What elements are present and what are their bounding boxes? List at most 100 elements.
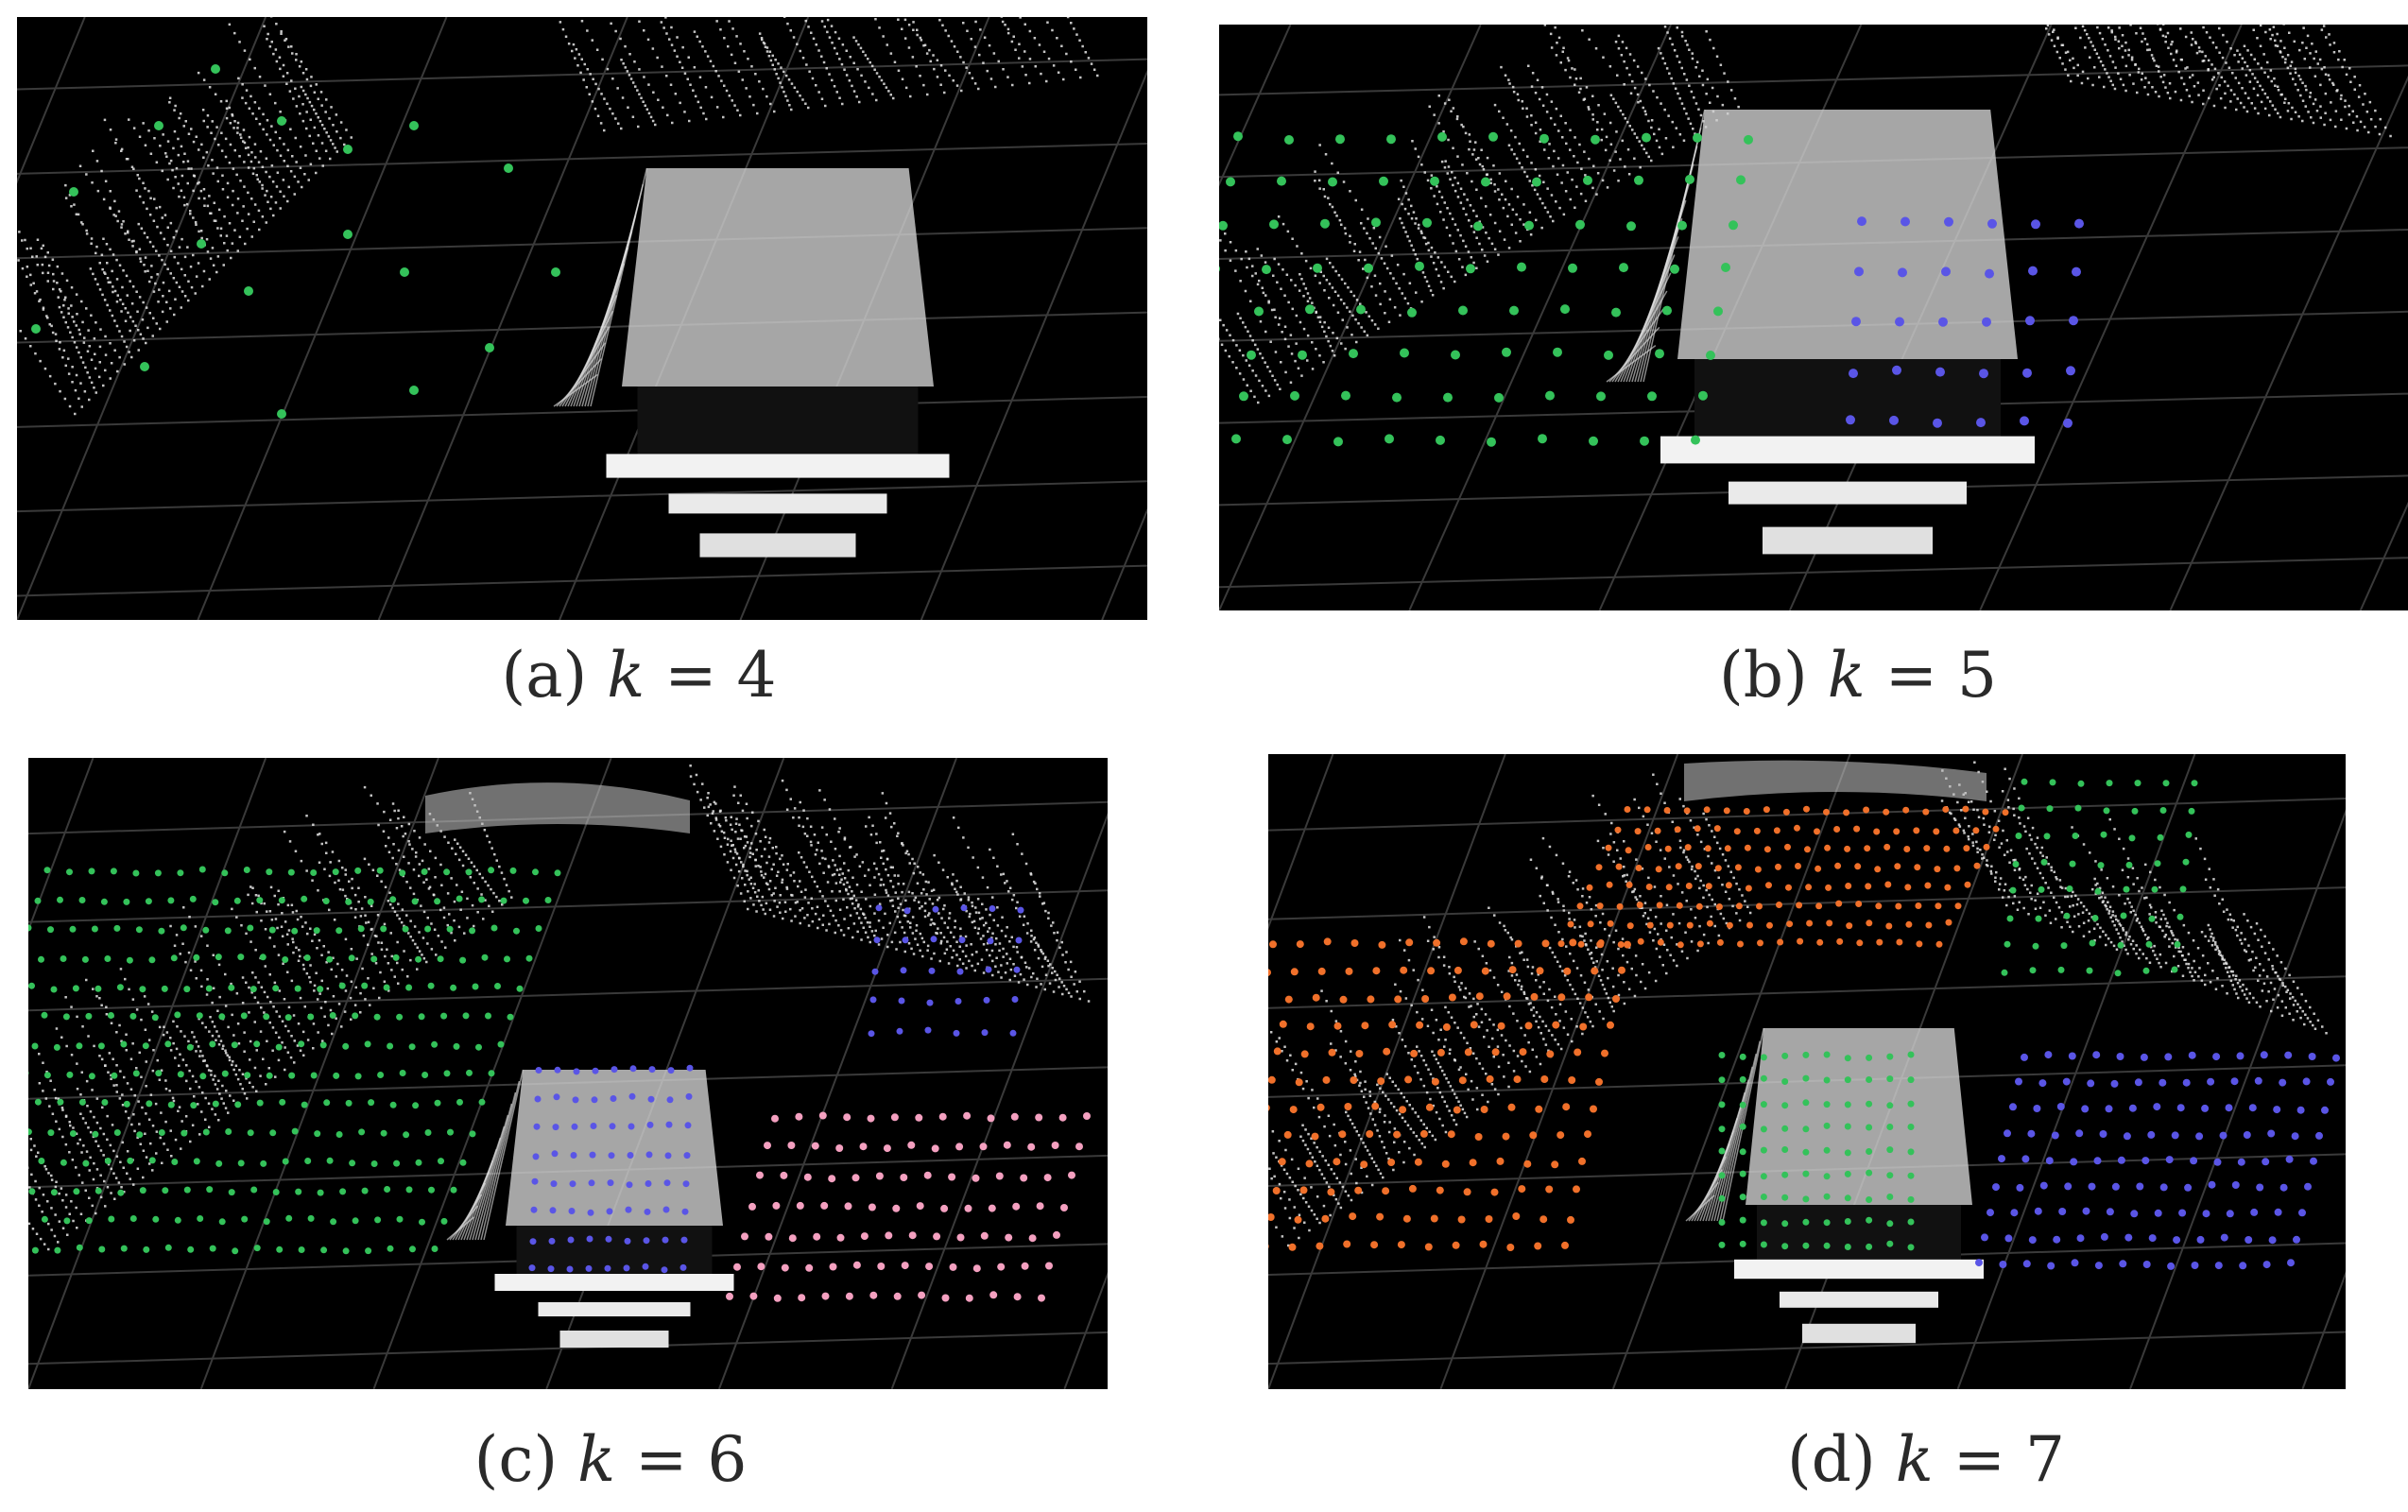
cluster-point (1886, 1102, 1894, 1109)
cluster-point (485, 1012, 491, 1020)
scan-line (2218, 26, 2271, 117)
cluster-point (190, 1102, 198, 1109)
cluster-point (903, 907, 911, 915)
cluster-point (1441, 1160, 1450, 1168)
cluster-point (1595, 1077, 1603, 1086)
lidar-scan-lines (1268, 773, 1752, 1247)
cluster-point (50, 986, 58, 993)
scan-line (1011, 833, 1091, 1003)
cluster-point (1760, 1146, 1767, 1154)
scan-line (209, 1016, 249, 1100)
cluster-point (1427, 967, 1436, 975)
cluster-point (393, 1160, 401, 1167)
cluster-point (2208, 1180, 2216, 1189)
cluster-point (1350, 1076, 1358, 1084)
cluster-point (57, 1098, 64, 1106)
cluster-point (1619, 263, 1628, 273)
cluster-point (313, 927, 320, 935)
cluster-point (2239, 1262, 2247, 1270)
cluster-point (1013, 1293, 1022, 1301)
cluster-point (1612, 995, 1620, 1003)
grid-line (1219, 557, 2408, 589)
point-cloud-d (1268, 754, 2346, 1389)
grid-line (28, 889, 1108, 923)
scan-line (201, 108, 282, 210)
scan-line (2096, 26, 2127, 93)
cluster-point (2100, 1232, 2108, 1241)
cluster-point (2016, 1183, 2024, 1192)
grid-line (17, 142, 1147, 175)
cluster-point (275, 1043, 283, 1051)
cluster-point (2028, 1236, 2037, 1245)
cluster-point (1545, 1185, 1554, 1194)
cluster-point (2123, 885, 2130, 893)
cluster-point (1844, 1244, 1851, 1250)
cluster-point (1625, 881, 1633, 888)
cluster-point (2070, 1158, 2078, 1166)
cluster-point (1915, 902, 1922, 909)
cluster-point (901, 1262, 909, 1270)
cluster-point (2237, 1158, 2245, 1166)
cluster-point (2028, 266, 2038, 276)
cluster-point (370, 1160, 378, 1167)
grid-line (17, 17, 86, 184)
cluster-point (113, 1129, 121, 1136)
cluster-point (335, 1131, 343, 1138)
cluster-point (1802, 1074, 1810, 1082)
scan-line (872, 862, 916, 955)
grid-line (1219, 25, 1482, 610)
cluster-point (1425, 1103, 1434, 1111)
cluster-point (1718, 1076, 1726, 1084)
cluster-point (885, 1231, 893, 1240)
cluster-point (2063, 912, 2071, 919)
cluster-point (1866, 1124, 1873, 1131)
cluster-point (2046, 805, 2054, 813)
cluster-point (918, 1291, 926, 1299)
cluster-point (1634, 828, 1642, 835)
cluster-point (1573, 1185, 1580, 1194)
cluster-point (343, 145, 353, 154)
cluster-point (1886, 1075, 1894, 1083)
scan-line (391, 802, 485, 920)
cluster-point (1015, 936, 1023, 944)
cluster-point (1823, 1051, 1831, 1058)
background-wall (1684, 760, 1987, 801)
cluster-point (645, 1151, 653, 1159)
cluster-point (989, 905, 996, 912)
cluster-point (1713, 306, 1723, 317)
cluster-point (1781, 1146, 1789, 1153)
cluster-point (1836, 937, 1844, 945)
cluster-point (648, 1066, 656, 1074)
cluster-point (1983, 843, 1990, 850)
cluster-point (765, 1232, 773, 1241)
scan-line (1633, 798, 1710, 945)
cluster-point (243, 867, 250, 873)
scan-line (2255, 921, 2328, 1035)
cluster-point (469, 1130, 476, 1138)
scan-line (1236, 312, 1281, 391)
cluster-blue (1846, 216, 2084, 428)
cluster-point (932, 905, 939, 913)
scan-line (103, 118, 204, 288)
scan-line (818, 17, 861, 104)
cluster-point (2284, 1051, 2293, 1059)
caption-b-label: (b) (1719, 639, 1808, 712)
cluster-point (1844, 1123, 1851, 1130)
grid-line (17, 480, 1147, 513)
cluster-point (1020, 1174, 1028, 1182)
scan-line (1507, 144, 1555, 223)
cluster-point (437, 955, 444, 963)
cluster-point (2009, 886, 2017, 894)
scan-line (2179, 27, 2238, 112)
scan-line (2162, 25, 2205, 106)
cluster-point (113, 924, 121, 932)
cluster-point (212, 899, 219, 906)
cluster-point (1626, 922, 1634, 930)
cluster-point (244, 1072, 251, 1079)
cluster-point (1883, 843, 1891, 850)
cluster-point (2004, 1129, 2011, 1138)
caption-d-var: k (1895, 1423, 1934, 1496)
scan-line (903, 18, 963, 93)
cluster-point (225, 1128, 232, 1135)
cluster-point (2018, 804, 2025, 812)
